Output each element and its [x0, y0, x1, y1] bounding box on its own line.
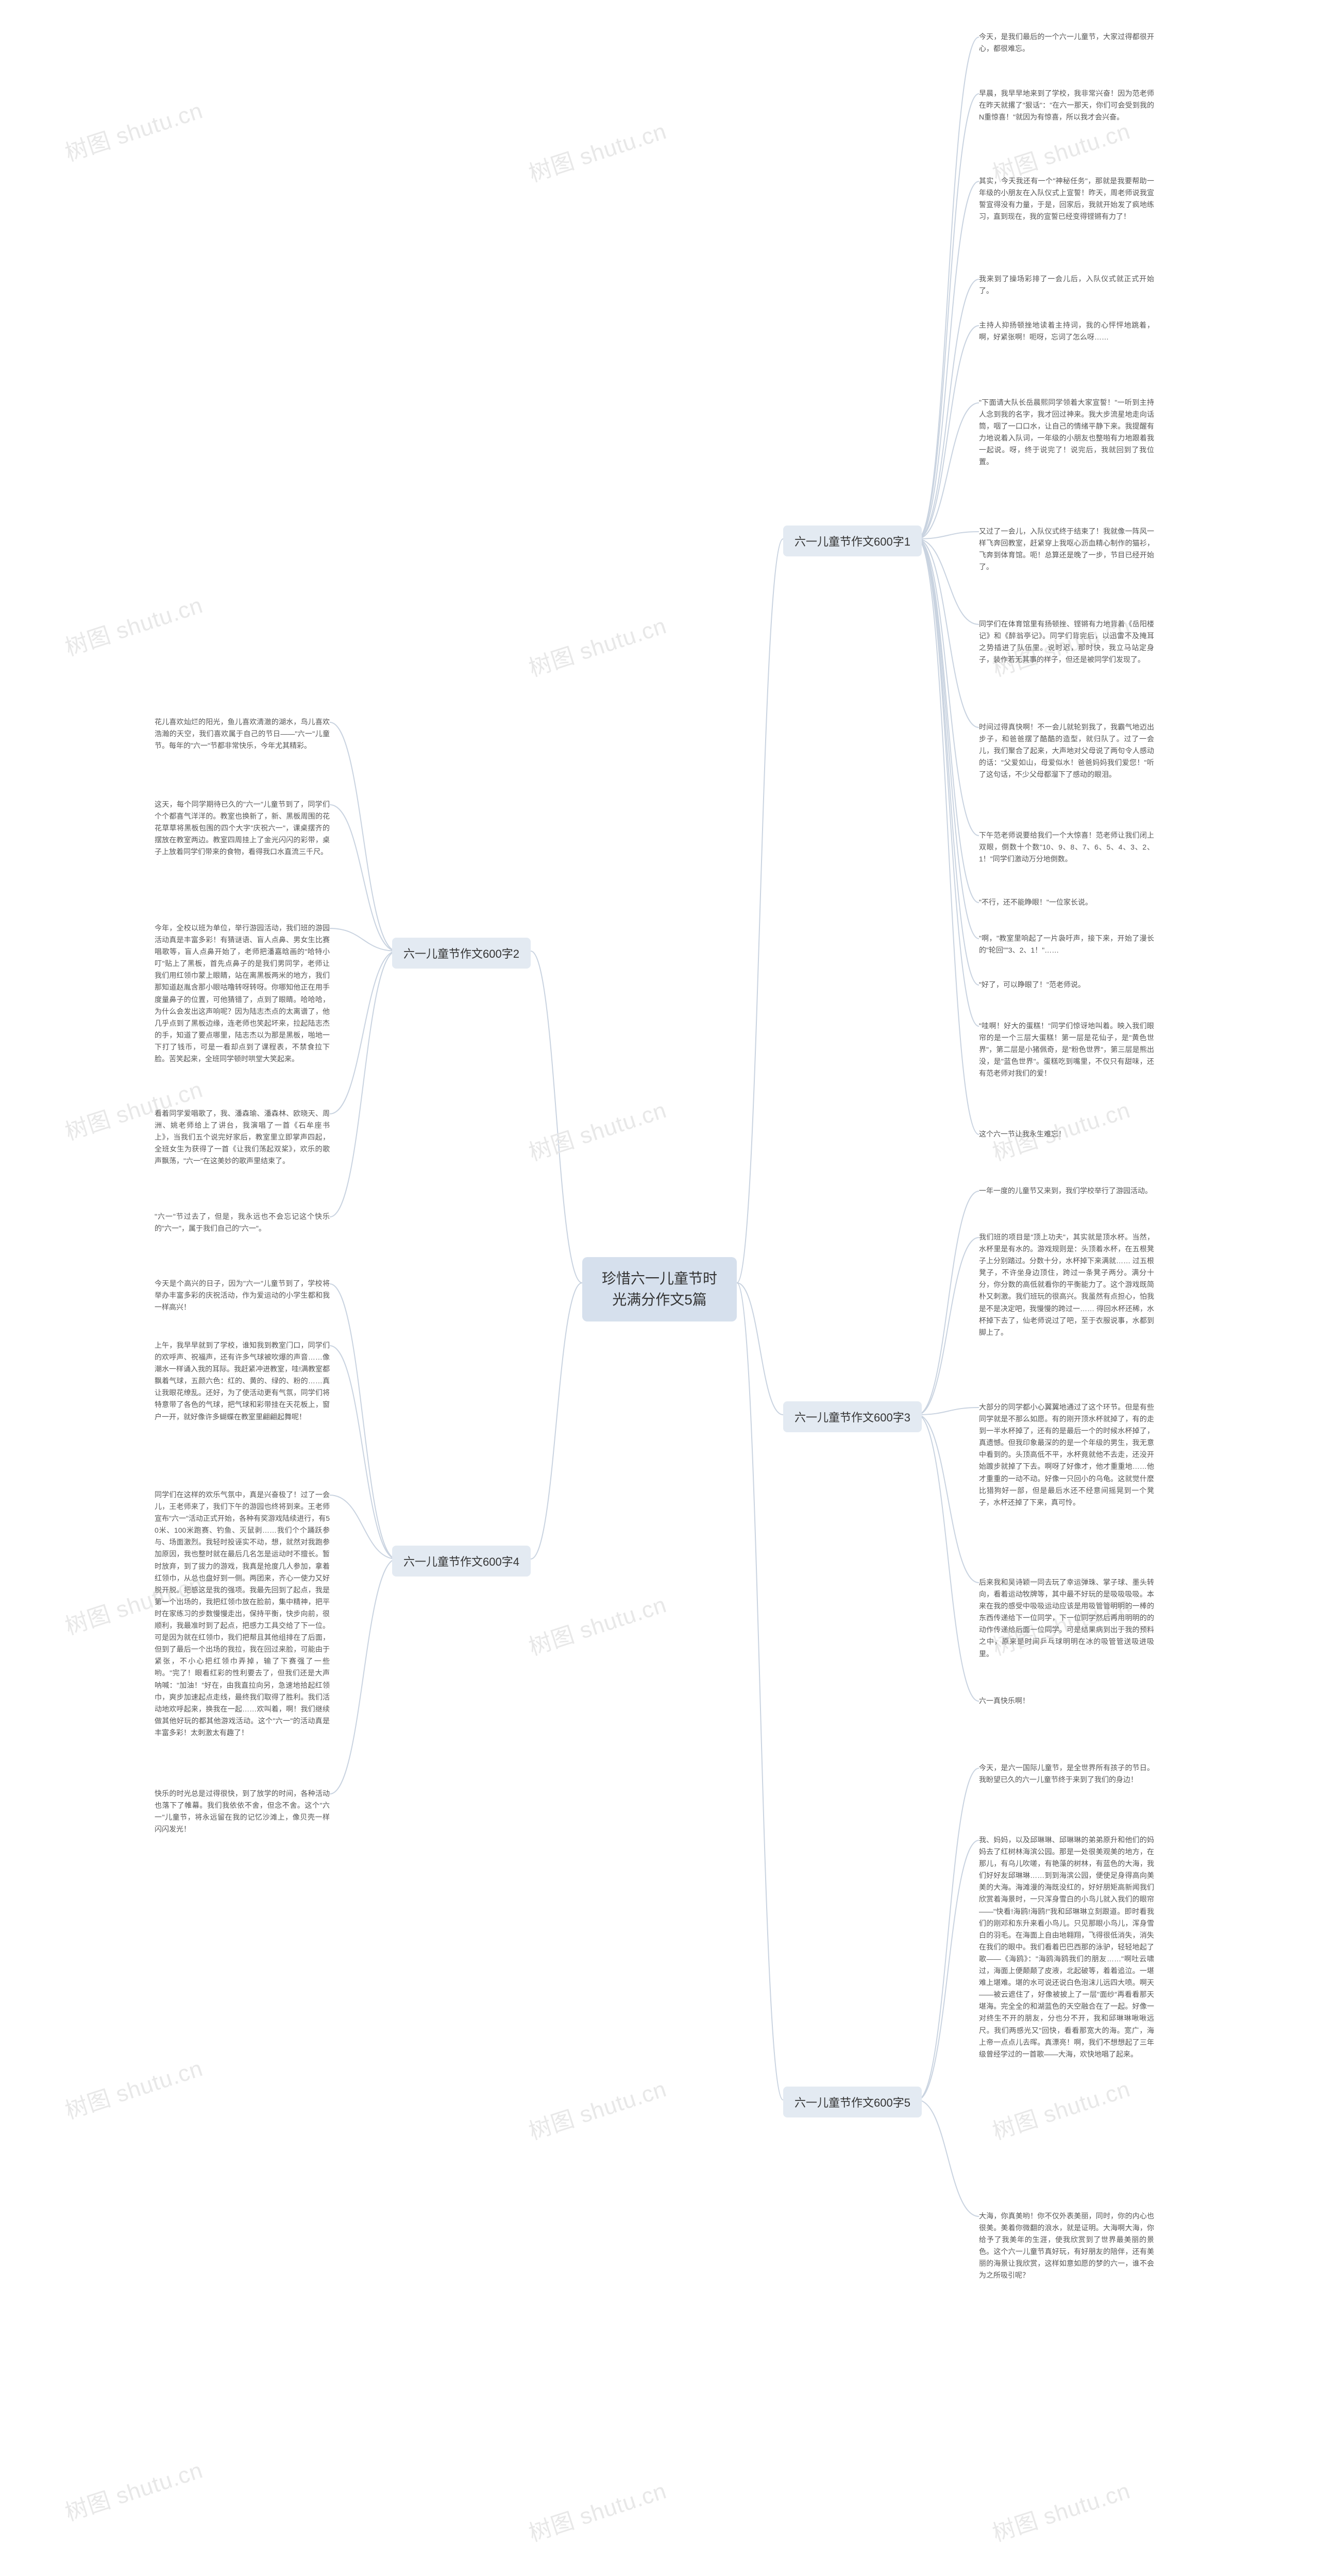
watermark: 树图 shutu.cn: [524, 607, 670, 683]
leaf-node: 同学们在体育馆里有扬顿挫、铿锵有力地背着《岳阳楼记》和《醉翁亭记》。同学们背完后…: [979, 618, 1154, 666]
leaf-node: 大部分的同学都小心翼翼地通过了这个环节。但是有些同学就是不那么如愿。有的刚开顶水…: [979, 1401, 1154, 1509]
leaf-node: 大海，你真美哟！你不仅外表美丽，同时，你的内心也很美。美着你微翻的浪水，就是证明…: [979, 2210, 1154, 2282]
leaf-node: 今天，是我们最后的一个六一儿童节，大家过得都很开心，都很难忘。: [979, 31, 1154, 55]
branch-node: 六一儿童节作文600字2: [392, 938, 531, 969]
leaf-node: 我、妈妈，以及邱琳琳、邱琳琳的弟弟原升和他们的妈妈去了红树林海滨公园。那是一处很…: [979, 1834, 1154, 2060]
watermark: 树图 shutu.cn: [60, 2050, 207, 2126]
leaf-node: 早晨，我早早地来到了学校，我非常兴奋！因为范老师在昨天就撂了"狠话"："在六一那…: [979, 88, 1154, 123]
leaf-node: 今天，是六一国际儿童节，是全世界所有孩子的节日。我盼望已久的六一儿童节终于来到了…: [979, 1762, 1154, 1786]
branch-node: 六一儿童节作文600字4: [392, 1546, 531, 1577]
watermark: 树图 shutu.cn: [524, 2472, 670, 2548]
watermark: 树图 shutu.cn: [60, 587, 207, 663]
leaf-node: "下面请大队长岳晨熙同学领着大家宣誓！"一听到主持人念到我的名字，我才回过神来。…: [979, 397, 1154, 468]
leaf-node: 六一真快乐啊！: [979, 1695, 1154, 1707]
leaf-node: 其实，今天我还有一个"神秘任务"，那就是我要帮助一年级的小朋友在入队仪式上宣誓！…: [979, 175, 1154, 223]
leaf-node: 我来到了操场彩排了一会儿后，入队仪式就正式开始了。: [979, 273, 1154, 297]
leaf-node: 快乐的时光总是过得很快，到了放学的时间，各种活动也落下了帷幕。我们我依依不舍，但…: [155, 1788, 330, 1835]
leaf-node: 今天是个高兴的日子，因为"六一"儿童节到了，学校将举办丰富多彩的庆祝活动，作为爱…: [155, 1278, 330, 1313]
leaf-node: 时间过得真快啊！不一会儿就轮到我了，我霸气地迈出步子，和爸爸摆了酷酷的造型，就归…: [979, 721, 1154, 781]
leaf-node: 这个六一节让我永生难忘！: [979, 1128, 1154, 1140]
watermark: 树图 shutu.cn: [524, 1092, 670, 1167]
leaf-node: 主持人抑扬顿挫地读着主持词，我的心怦怦地跳着，啊，好紧张啊！呃呀，忘词了怎么呀……: [979, 319, 1154, 343]
watermark: 树图 shutu.cn: [524, 1586, 670, 1662]
leaf-node: 这天，每个同学期待已久的"六一"儿童节到了，同学们个个都喜气洋洋的。教室也换新了…: [155, 799, 330, 858]
leaf-node: 今年，全校以班为单位，举行游园活动，我们班的游园活动真是丰富多彩！有猜谜语、盲人…: [155, 922, 330, 1065]
center-node: 珍惜六一儿童节时光满分作文5篇: [582, 1257, 737, 1321]
watermark: 树图 shutu.cn: [524, 2071, 670, 2146]
leaf-node: "不行，还不能睁眼！"一位家长说。: [979, 896, 1154, 908]
leaf-node: 一年一度的儿童节又来到，我们学校举行了游园活动。: [979, 1185, 1154, 1197]
branch-node: 六一儿童节作文600字5: [783, 2087, 922, 2117]
leaf-node: 又过了一会儿，入队仪式终于结束了！我就像一阵风一样飞奔回教室，赶紧穿上我呕心沥血…: [979, 526, 1154, 573]
leaf-node: 看着同学爱唱歌了，我、潘森瑜、潘森林、欧晓天、周洲、姚老师给上了讲台，我演唱了一…: [155, 1108, 330, 1167]
leaf-node: 同学们在这样的欢乐气氛中，真是兴奋极了！过了一会儿，王老师来了，我们下午的游园也…: [155, 1489, 330, 1739]
leaf-node: "好了，可以睁眼了！"范老师说。: [979, 979, 1154, 991]
watermark: 树图 shutu.cn: [524, 113, 670, 189]
leaf-node: "六一"节过去了，但是，我永远也不会忘记这个快乐的"六一"，属于我们自己的"六一…: [155, 1211, 330, 1234]
watermark: 树图 shutu.cn: [988, 2071, 1134, 2146]
leaf-node: 我们班的项目是"顶上功夫"，其实就是顶水杯。当然，水杯里是有水的。游戏规则是：头…: [979, 1231, 1154, 1338]
leaf-node: 下午范老师说要给我们一个大惊喜！范老师让我们闭上双眼，倒数十个数"10、9、8、…: [979, 829, 1154, 865]
leaf-node: 花儿喜欢灿烂的阳光，鱼儿喜欢清澈的湖水，鸟儿喜欢浩瀚的天空，我们喜欢属于自己的节…: [155, 716, 330, 752]
watermark: 树图 shutu.cn: [60, 92, 207, 168]
leaf-node: "哇啊！好大的蛋糕！"同学们惊讶地叫着。映入我们眼帘的是一个三层大蛋糕！第一层是…: [979, 1020, 1154, 1079]
watermark: 树图 shutu.cn: [988, 2472, 1134, 2548]
leaf-node: 上午，我早早就到了学校，谁知我到教室门口，同学们的欢呼声、祝福声，还有许多气球被…: [155, 1340, 330, 1423]
leaf-node: "啊，"教室里响起了一片袅吁声，接下来，开始了漫长的"轮回""3、2、1！"……: [979, 933, 1154, 956]
branch-node: 六一儿童节作文600字1: [783, 526, 922, 556]
watermark: 树图 shutu.cn: [60, 2452, 207, 2528]
branch-node: 六一儿童节作文600字3: [783, 1401, 922, 1432]
leaf-node: 后来我和吴诗颖一同去玩了幸运弹珠、掌子球、墨头转向，看着运动牧牌等，其中最不好玩…: [979, 1577, 1154, 1660]
